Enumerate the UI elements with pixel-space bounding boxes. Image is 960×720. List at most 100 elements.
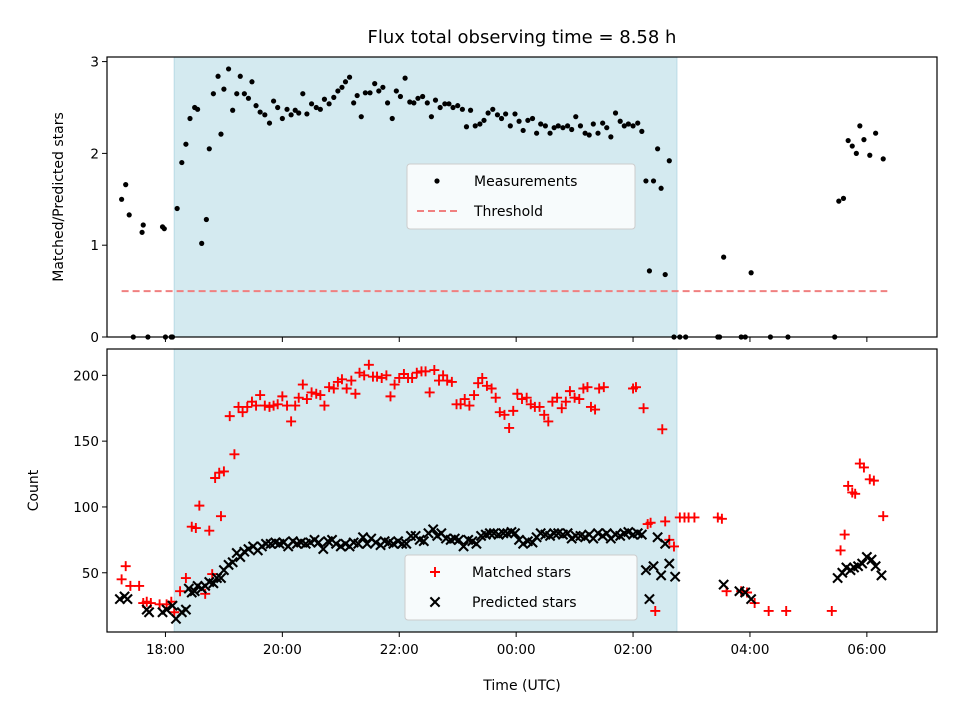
- data-point: [648, 560, 659, 572]
- data-point: [582, 382, 593, 393]
- data-point: [257, 109, 263, 115]
- data-point: [275, 104, 281, 111]
- x-tick-label: 06:00: [847, 642, 886, 658]
- data-point: [689, 512, 700, 523]
- legend-swatch: [434, 178, 440, 184]
- data-point: [229, 449, 240, 460]
- data-point: [867, 152, 873, 158]
- data-point: [657, 424, 668, 435]
- y-axis-label: Matched/Predicted stars: [51, 112, 67, 282]
- data-point: [612, 110, 619, 116]
- data-point: [517, 394, 527, 405]
- data-point: [868, 475, 879, 486]
- data-point: [420, 93, 426, 100]
- data-point: [180, 573, 191, 584]
- data-point: [590, 404, 601, 415]
- x-tick-label: 00:00: [497, 642, 536, 658]
- data-point: [548, 527, 560, 539]
- data-point: [564, 386, 575, 397]
- data-point: [839, 529, 850, 540]
- data-point: [845, 137, 851, 144]
- data-point: [504, 422, 515, 433]
- data-point: [662, 271, 668, 278]
- data-point: [477, 121, 483, 127]
- data-point: [473, 378, 484, 389]
- data-point: [490, 392, 501, 403]
- data-point: [367, 90, 373, 96]
- data-point: [272, 399, 283, 410]
- data-point: [350, 388, 361, 399]
- data-point: [301, 394, 312, 405]
- data-point: [245, 95, 252, 101]
- data-point: [428, 114, 435, 120]
- data-point: [534, 130, 540, 136]
- data-point: [384, 100, 391, 106]
- x-tick-label: 20:00: [263, 642, 302, 658]
- data-point: [655, 146, 661, 152]
- data-point: [341, 383, 352, 394]
- data-point: [346, 375, 357, 386]
- data-point: [499, 409, 510, 420]
- data-point: [293, 392, 304, 403]
- data-point: [313, 537, 324, 548]
- data-point: [650, 178, 657, 184]
- data-point: [215, 572, 227, 584]
- x-tick-label: 22:00: [380, 642, 419, 658]
- data-point: [577, 123, 584, 129]
- data-point: [218, 131, 224, 137]
- data-point: [574, 394, 585, 405]
- data-point: [635, 120, 641, 126]
- data-point: [669, 571, 681, 583]
- data-point: [372, 81, 378, 87]
- data-point: [189, 585, 201, 597]
- data-point: [372, 371, 383, 382]
- legend: Matched stars Predicted stars: [404, 554, 638, 621]
- data-point: [290, 400, 301, 411]
- data-point: [249, 79, 255, 85]
- data-point: [660, 516, 671, 527]
- data-point: [233, 401, 244, 412]
- data-point: [856, 558, 868, 569]
- count-panel: 50 100 150 200 18:00 20:00 22:00 00:00 02:00 04:0…: [26, 348, 938, 658]
- data-point: [621, 123, 627, 129]
- data-point: [555, 123, 561, 129]
- data-point: [547, 130, 553, 136]
- data-point: [646, 268, 653, 274]
- ratio-panel: 0 1 2 3 Matched/Predicted stars Measurements T…: [51, 55, 938, 346]
- data-point: [485, 110, 491, 116]
- data-point: [161, 226, 167, 232]
- chart-title: Flux total observing time = 8.58 h: [368, 27, 677, 48]
- y-tick-label: 150: [73, 434, 99, 450]
- data-point: [835, 545, 846, 556]
- plot-frame: [106, 56, 938, 338]
- data-point: [418, 535, 430, 547]
- data-point: [187, 115, 193, 122]
- data-point: [748, 270, 754, 276]
- y-tick-label: 50: [82, 566, 99, 582]
- data-point: [297, 379, 308, 390]
- data-point: [407, 372, 418, 383]
- data-point: [183, 141, 189, 147]
- data-point: [126, 212, 132, 218]
- data-point: [266, 120, 273, 126]
- data-point: [319, 400, 330, 411]
- data-point: [763, 605, 774, 616]
- y-tick-label: 1: [90, 238, 99, 254]
- data-point: [336, 374, 347, 385]
- data-point: [569, 126, 575, 133]
- data-point: [286, 416, 297, 427]
- data-point: [826, 605, 837, 616]
- data-point: [556, 403, 567, 414]
- data-point: [123, 182, 129, 188]
- data-point: [400, 538, 412, 550]
- data-point: [315, 390, 326, 401]
- data-point: [175, 586, 186, 597]
- data-point: [376, 88, 382, 94]
- data-point: [199, 240, 205, 246]
- data-point: [508, 405, 519, 416]
- data-point: [663, 558, 675, 569]
- data-point: [586, 132, 592, 138]
- data-point: [397, 93, 404, 100]
- data-point: [640, 564, 652, 576]
